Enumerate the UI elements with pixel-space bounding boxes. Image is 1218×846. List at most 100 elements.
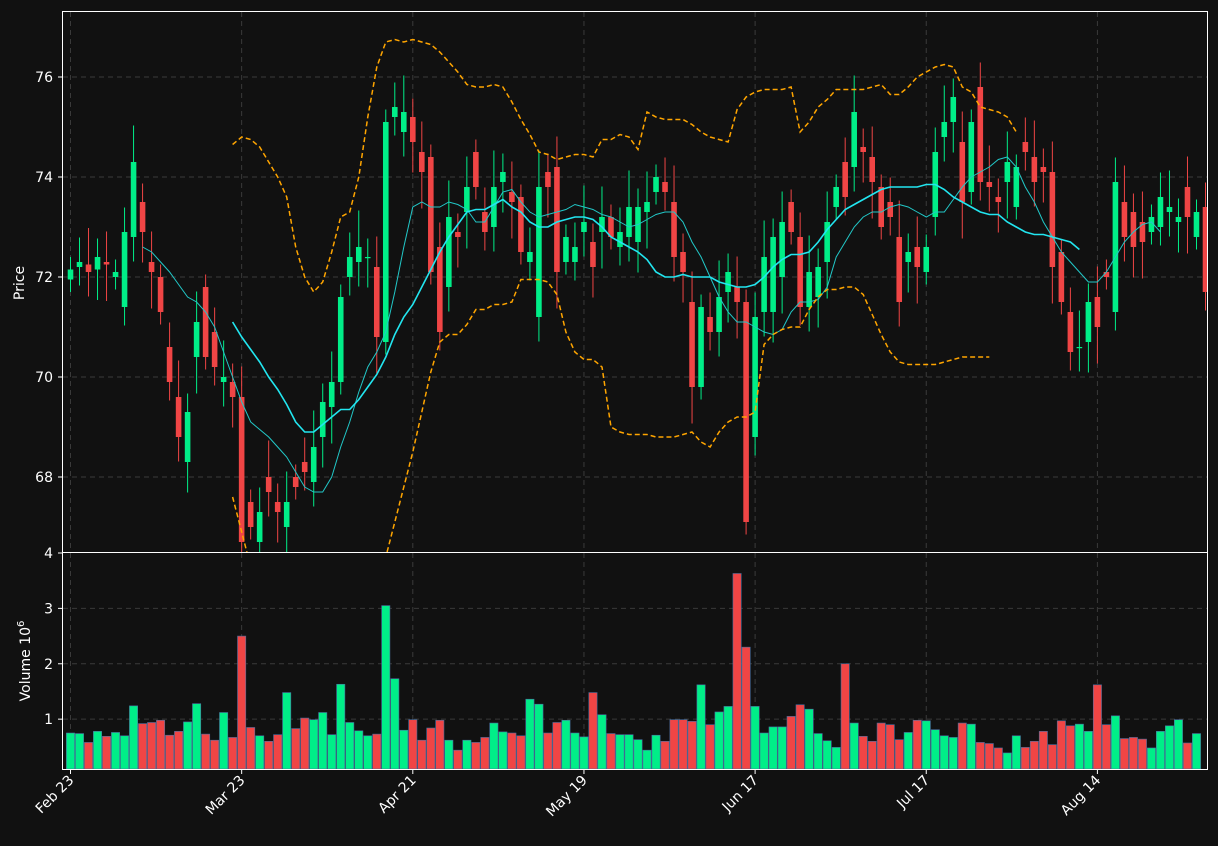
candle-body bbox=[410, 117, 416, 142]
candle-body bbox=[175, 397, 182, 437]
volume-bar bbox=[480, 737, 490, 770]
volume-bar bbox=[1047, 744, 1057, 770]
candle-body bbox=[1193, 212, 1200, 237]
volume-bar bbox=[489, 722, 499, 770]
volume-bar bbox=[1056, 720, 1066, 770]
volume-bar bbox=[705, 724, 715, 770]
candle-body bbox=[301, 462, 308, 472]
volume-bar bbox=[714, 711, 724, 770]
volume-bar bbox=[543, 732, 553, 770]
price-axis-label: Price bbox=[12, 266, 28, 300]
volume-tick-label: 3 bbox=[44, 601, 53, 617]
volume-bar bbox=[1083, 731, 1093, 770]
candle-body bbox=[328, 382, 335, 407]
volume-bar bbox=[759, 732, 769, 770]
candle-body bbox=[346, 257, 353, 277]
candle-body bbox=[437, 247, 443, 332]
volume-bar bbox=[561, 719, 571, 770]
candle-body bbox=[536, 187, 542, 317]
volume-bar bbox=[669, 719, 679, 770]
candle-body bbox=[1139, 222, 1146, 242]
candle-body bbox=[509, 192, 515, 202]
volume-bar bbox=[93, 731, 102, 770]
volume-bar bbox=[1074, 723, 1084, 770]
candle-body bbox=[148, 262, 155, 272]
volume-bar bbox=[597, 714, 607, 770]
candle-body bbox=[923, 247, 930, 272]
volume-tick-label: 1 bbox=[44, 712, 53, 728]
volume-axis-exponent: 6 bbox=[16, 621, 27, 627]
candle-body bbox=[464, 187, 470, 212]
candle-body bbox=[671, 202, 677, 257]
candle-body bbox=[653, 177, 659, 192]
candle-body bbox=[401, 112, 407, 132]
candle-body bbox=[112, 272, 119, 277]
candle-body bbox=[860, 147, 866, 152]
candle-body bbox=[563, 237, 569, 262]
volume-bar bbox=[885, 724, 895, 770]
candle-body bbox=[130, 162, 137, 237]
volume-bar bbox=[183, 721, 193, 770]
volume-bar bbox=[687, 721, 697, 770]
candle-body bbox=[626, 207, 632, 237]
volume-bar bbox=[903, 732, 913, 770]
candle-body bbox=[968, 122, 975, 192]
candle-body bbox=[743, 302, 749, 522]
candle-body bbox=[473, 152, 479, 187]
candle-body bbox=[761, 257, 767, 312]
volume-bar bbox=[642, 749, 652, 770]
volume-bar bbox=[534, 703, 544, 770]
candle-body bbox=[355, 247, 362, 262]
candle-body bbox=[887, 202, 894, 217]
candle-body bbox=[103, 262, 110, 265]
volume-bar bbox=[264, 741, 274, 770]
candle-body bbox=[788, 202, 794, 232]
candle-body bbox=[1175, 217, 1182, 222]
candle-body bbox=[1031, 157, 1038, 182]
candle-body bbox=[554, 167, 560, 272]
candle-body bbox=[518, 197, 524, 252]
candle-body bbox=[734, 287, 740, 302]
volume-bar bbox=[570, 732, 580, 770]
candle-body bbox=[869, 157, 875, 182]
volume-bar bbox=[894, 739, 904, 770]
candle-body bbox=[842, 162, 848, 197]
volume-bar bbox=[75, 733, 84, 770]
candle-body bbox=[806, 272, 812, 307]
volume-bar bbox=[921, 720, 931, 770]
volume-bar bbox=[633, 739, 643, 770]
volume-bar bbox=[120, 735, 129, 770]
volume-bar bbox=[165, 734, 175, 770]
volume-panel-frame bbox=[62, 552, 1208, 770]
volume-bar bbox=[210, 739, 220, 770]
candle-body bbox=[896, 237, 903, 302]
candle-body bbox=[599, 217, 605, 232]
volume-bar bbox=[1011, 735, 1021, 770]
candle-body bbox=[1166, 207, 1173, 212]
volume-bar bbox=[525, 698, 535, 770]
volume-bar bbox=[84, 742, 93, 770]
candle-body bbox=[977, 87, 984, 182]
volume-bar bbox=[804, 708, 814, 770]
candle-body bbox=[1040, 167, 1047, 172]
candle-body bbox=[1058, 252, 1065, 302]
volume-bar bbox=[327, 734, 337, 770]
candle-body bbox=[220, 377, 227, 382]
candle-body bbox=[1013, 167, 1020, 207]
candle-body bbox=[382, 122, 389, 342]
candle-body bbox=[644, 202, 650, 212]
volume-bar bbox=[102, 736, 111, 770]
slow-ma-line bbox=[231, 183, 1080, 433]
volume-bar bbox=[1147, 747, 1156, 770]
candle-body bbox=[1202, 207, 1207, 292]
volume-bar bbox=[372, 733, 382, 770]
volume-bar bbox=[1029, 741, 1039, 770]
candle-body bbox=[752, 317, 758, 437]
volume-bar bbox=[129, 705, 139, 770]
candle-body bbox=[419, 152, 425, 172]
volume-bar bbox=[876, 722, 886, 770]
volume-bar bbox=[255, 735, 265, 770]
volume-bar bbox=[777, 726, 787, 770]
volume-bar bbox=[750, 706, 760, 770]
